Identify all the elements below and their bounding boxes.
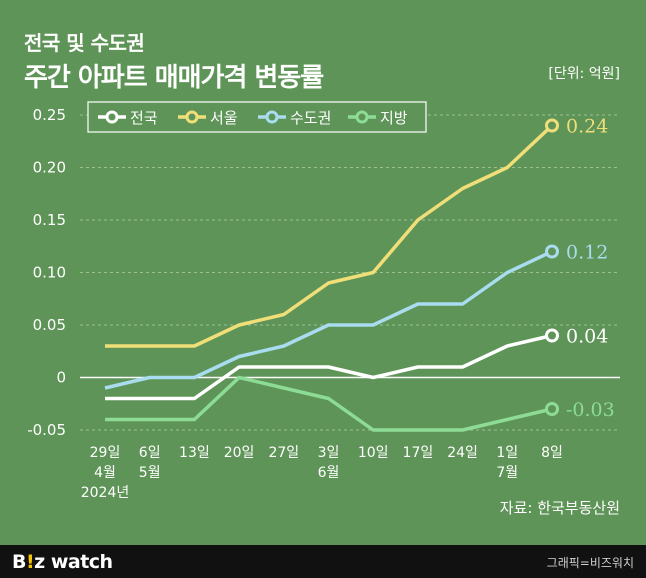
bizwatch-logo: B!z watch <box>12 551 113 573</box>
y-tick-label: 0.05 <box>33 316 66 334</box>
x-tick-label: 13일 <box>179 445 210 461</box>
series-line-수도권 <box>104 249 553 390</box>
legend-label: 전국 <box>130 109 158 127</box>
logo-rest: z watch <box>34 551 113 573</box>
legend-label: 지방 <box>380 109 408 127</box>
end-marker <box>545 244 559 259</box>
x-tick-label: 6일 <box>139 445 161 461</box>
x-tick-label: 17일 <box>403 445 434 461</box>
x-tick-label: 10일 <box>358 445 389 461</box>
y-tick-label: 0 <box>56 369 66 387</box>
graphic-credit: 그래픽=비즈워치 <box>546 556 634 570</box>
y-tick-label: 0.25 <box>33 106 66 124</box>
x-tick-label: 6월 <box>318 465 340 481</box>
x-tick-label: 2024년 <box>81 485 130 501</box>
source-label: 자료: 한국부동산원 <box>499 499 620 517</box>
legend-label: 서울 <box>210 109 238 127</box>
y-tick-label: -0.05 <box>27 421 66 439</box>
unit-label: [단위: 억원] <box>548 66 620 82</box>
y-tick-label: 0.20 <box>33 159 66 177</box>
logo-mark: ! <box>25 551 35 573</box>
legend-marker <box>355 110 369 124</box>
legend-marker <box>265 110 279 124</box>
legend-label: 수도권 <box>290 109 331 127</box>
x-tick-label: 7월 <box>496 465 518 481</box>
x-tick-label: 1일 <box>496 445 518 461</box>
end-marker <box>545 118 559 133</box>
series-line-전국 <box>105 333 553 401</box>
x-tick-label: 4월 <box>94 465 116 481</box>
y-tick-label: 0.10 <box>33 264 66 282</box>
end-value-label: -0.03 <box>566 399 615 421</box>
chart-title: 주간 아파트 매매가격 변동률 <box>24 63 324 93</box>
footer-bar: B!z watch 그래픽=비즈워치 <box>0 545 646 578</box>
x-tick-label: 24일 <box>447 445 478 461</box>
line-chart: 0.25 0.20 0.15 0.10 0.05 0 -0.05 29일 4월 2024년 6일 5월… <box>27 101 620 501</box>
x-tick-label: 27일 <box>268 445 299 461</box>
chart-title-line1: 전국 및 수도권 <box>24 31 145 55</box>
logo-b: B <box>12 551 26 573</box>
series-line-서울 <box>105 124 554 348</box>
end-value-label: 0.04 <box>566 326 608 348</box>
x-tick-label: 3일 <box>318 445 340 461</box>
x-tick-label: 29일 <box>90 445 121 461</box>
x-tick-label: 20일 <box>224 445 255 461</box>
x-tick-label: 8일 <box>541 445 563 461</box>
end-value-label: 0.12 <box>566 242 608 264</box>
legend-marker <box>105 110 119 124</box>
end-value-label: 0.24 <box>566 116 608 138</box>
end-marker <box>545 328 559 343</box>
end-marker <box>545 402 559 416</box>
series-line-지방 <box>105 375 553 432</box>
y-tick-label: 0.15 <box>33 211 66 229</box>
legend-marker <box>185 110 199 124</box>
x-tick-label: 5월 <box>139 465 161 481</box>
